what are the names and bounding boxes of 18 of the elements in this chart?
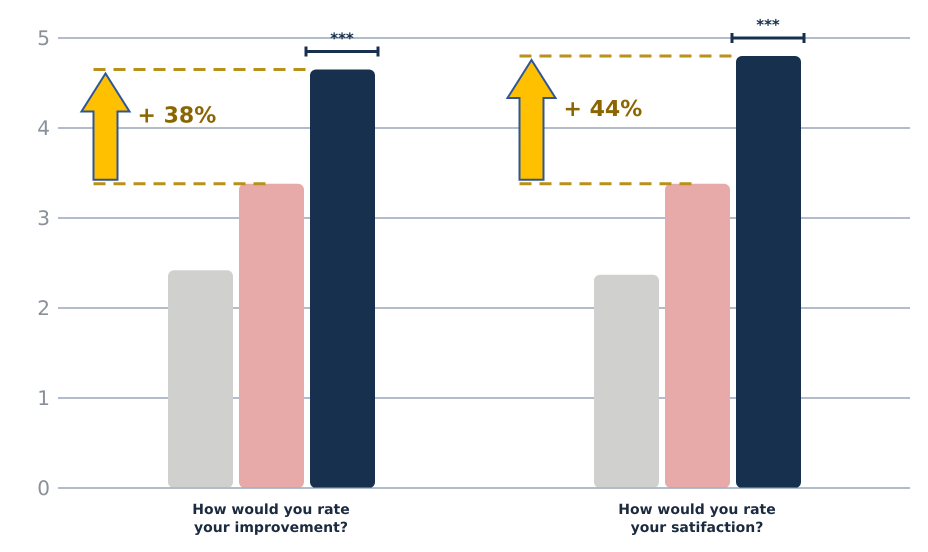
annotation: ***	[330, 30, 354, 48]
x-tick-label: How would you rate your satifaction?	[618, 502, 776, 536]
bar	[665, 184, 730, 488]
y-tick-label: 3	[37, 206, 50, 230]
text: ***	[756, 16, 780, 34]
bar	[594, 274, 659, 488]
y-tick-label: 5	[37, 26, 50, 50]
y-tick-label: 0	[37, 476, 50, 500]
y-tick-label: 1	[37, 386, 50, 410]
annotation: + 38%	[138, 104, 216, 129]
bar	[310, 70, 375, 488]
bar	[736, 56, 801, 488]
x-tick-label: How would you rate your improvement?	[192, 502, 350, 536]
bar	[239, 184, 304, 488]
y-tick-label: 2	[37, 296, 50, 320]
annotation: + 44%	[564, 96, 642, 122]
bar	[168, 270, 233, 488]
y-tick-label: 4	[37, 116, 50, 140]
